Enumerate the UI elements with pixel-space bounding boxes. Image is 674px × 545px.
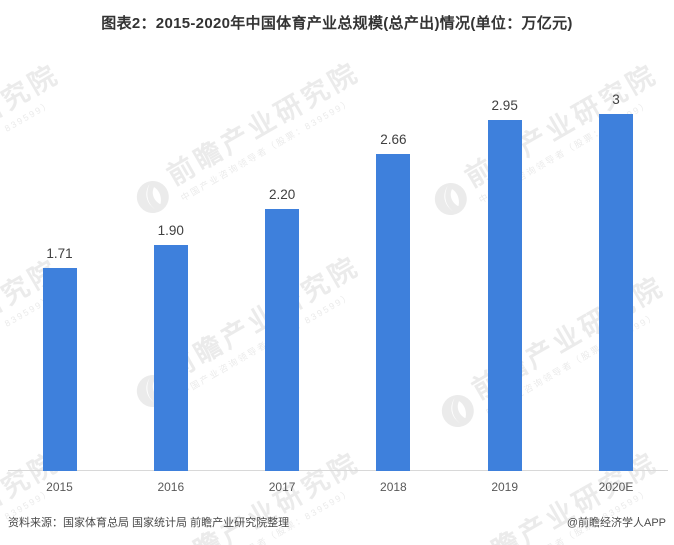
bar-value-label: 3 (612, 92, 620, 107)
bar (42, 268, 77, 471)
bar-value-label: 2.20 (268, 187, 296, 202)
bar (376, 154, 411, 471)
x-axis-label: 2019 (491, 480, 519, 494)
footer: 资料来源：国家体育总局 国家统计局 前瞻产业研究院整理 @前瞻经济学人APP (8, 514, 666, 530)
x-axis-label: 2016 (157, 480, 185, 494)
x-axis-label: 2018 (380, 480, 407, 494)
bar (265, 209, 300, 471)
bar-value-label: 2.66 (380, 132, 407, 147)
bar (487, 120, 522, 471)
x-axis-line (8, 470, 668, 471)
bar-value-label: 2.95 (491, 98, 518, 113)
x-axis-label: 2017 (268, 480, 296, 494)
x-axis-label: 2020E (598, 480, 634, 494)
bar (599, 114, 633, 471)
x-axis-label: 2015 (46, 480, 73, 494)
bar (153, 245, 188, 471)
bar-value-label: 1.90 (157, 223, 184, 238)
chart-title: 图表2：2015-2020年中国体育产业总规模(总产出)情况(单位：万亿元) (101, 15, 573, 32)
credit-note: @前瞻经济学人APP (566, 517, 666, 529)
bar-value-label: 1.71 (46, 246, 73, 261)
source-note: 资料来源：国家体育总局 国家统计局 前瞻产业研究院整理 (8, 517, 290, 529)
